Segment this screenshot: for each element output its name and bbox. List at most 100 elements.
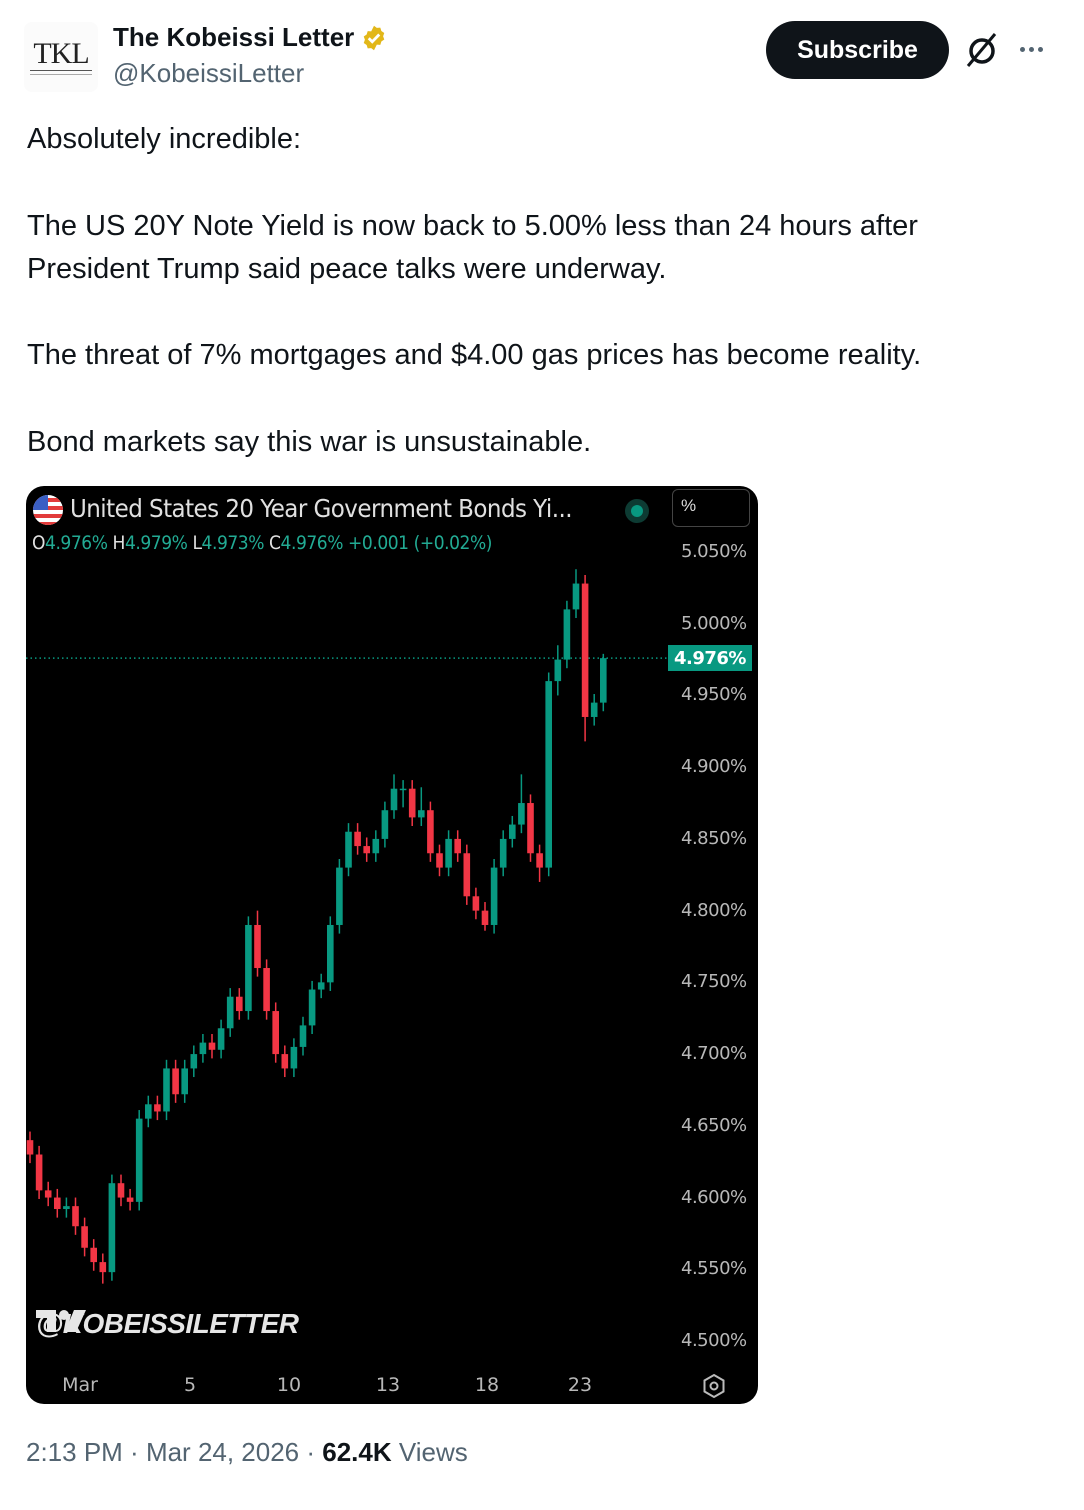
ohlc-readout: O4.976% H4.979% L4.973% C4.976% +0.001 (… [32,532,492,554]
candle-body [181,1068,188,1095]
tweet-time[interactable]: 2:13 PM [26,1437,123,1467]
tweet-date[interactable]: Mar 24, 2026 [145,1437,300,1467]
candle [399,780,407,808]
candle-body [208,1042,216,1050]
candle-body [490,867,498,925]
candle [181,1059,188,1103]
settings-icon[interactable] [700,1372,728,1400]
candle-body [536,853,543,868]
candle-body [108,1183,116,1273]
candle [281,1045,289,1078]
candle [499,830,507,877]
more-icon[interactable] [1014,34,1048,64]
candle-body [381,810,389,839]
candle [354,823,361,855]
candle-body [299,1025,307,1047]
y-tick-label: 4.800% [681,899,747,921]
candle-body [572,583,580,610]
candle [245,916,252,1020]
candle [363,837,370,862]
author-name[interactable]: The Kobeissi Letter [113,22,388,53]
candle-body [44,1190,52,1198]
x-tick-label: Mar [62,1374,98,1396]
candle [381,801,389,848]
x-tick-label: 23 [567,1374,593,1396]
candle [490,858,498,934]
candle-body [81,1226,88,1248]
candle [254,910,261,977]
candle-body [581,583,589,717]
author-name-text: The Kobeissi Letter [113,22,355,52]
candle-body [126,1197,134,1202]
candle-body [135,1118,143,1202]
candle-body [445,838,452,868]
candle-body [26,1140,34,1155]
candle-body [345,831,352,868]
candle-body [90,1247,97,1263]
candle-body [99,1262,107,1273]
chart-image[interactable]: United States 20 Year Government Bonds Y… [26,486,758,1404]
candle [418,787,425,826]
author-handle[interactable]: @KobeissiLetter [113,58,305,88]
candle-body [263,968,270,1012]
candle [390,774,398,819]
y-tick-label: 4.900% [681,756,747,778]
candle-body [600,658,607,703]
candle-body [327,924,334,983]
candle-body [154,1104,161,1112]
candle [26,1131,34,1164]
candle-body [272,1011,279,1055]
avatar[interactable]: TKL [24,22,98,92]
candle-body [363,846,370,854]
candle-body [563,609,571,660]
candle [35,1145,43,1199]
candle-body [390,788,398,811]
candle-body [63,1206,70,1210]
candle-body [590,702,598,717]
grok-icon[interactable] [962,30,1002,70]
us-flag-icon [33,495,63,525]
candle-body [499,838,507,868]
candle-body [481,910,489,925]
candle [436,844,443,877]
candle [135,1110,143,1211]
candle [527,794,534,862]
x-tick-label: 10 [276,1374,302,1396]
candle [190,1045,198,1078]
candle [163,1059,170,1121]
candle [372,830,380,862]
y-tick-label: 4.500% [681,1330,747,1351]
candle-body [509,824,516,839]
chart-title: United States 20 Year Government Bonds Y… [70,494,573,523]
candle [336,858,343,934]
candle-body [545,681,552,868]
candle [427,801,434,862]
candle-body [236,996,243,1012]
candle [299,1016,307,1056]
candle-body [463,853,471,897]
candle [208,1034,216,1059]
candle-body [172,1068,179,1095]
tweet-text-line: The threat of 7% mortgages and $4.00 gas… [27,339,922,371]
tweet-text-line: Absolutely incredible: [27,123,302,155]
candle-body [518,803,525,825]
candle [554,645,562,696]
candle [145,1095,152,1128]
subscribe-button[interactable]: Subscribe [766,21,949,79]
candle [308,980,316,1035]
candle [445,830,452,877]
candle [217,1019,225,1059]
candle [454,830,461,862]
tweet-text-line: The US 20Y Note Yield is now back to 5.0… [27,210,918,242]
candle [154,1095,161,1121]
candle [317,973,325,999]
candle-body [472,896,480,911]
candle-body [554,659,562,682]
y-tick-label: 4.650% [681,1114,747,1136]
unit-selector[interactable]: % [672,489,750,527]
candle-body [72,1206,79,1227]
candle [63,1197,70,1218]
market-status-dot-icon [625,499,649,523]
y-tick-label: 4.850% [681,827,747,849]
tweet-text-line: President Trump said peace talks were un… [27,253,667,285]
